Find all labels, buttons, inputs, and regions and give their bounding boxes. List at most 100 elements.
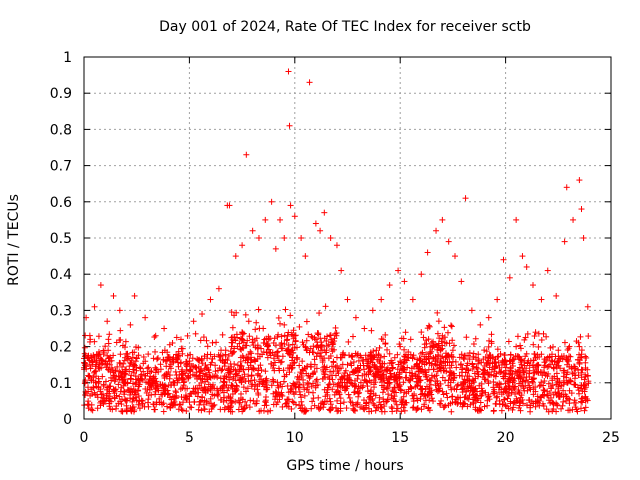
- data-point: [485, 314, 492, 321]
- data-point: [302, 253, 309, 260]
- data-point: [576, 177, 583, 184]
- data-point: [142, 314, 149, 321]
- data-point: [298, 235, 305, 241]
- data-point: [306, 79, 313, 86]
- data-point: [144, 365, 151, 372]
- data-point: [397, 343, 404, 350]
- data-point: [255, 235, 262, 241]
- data-point: [312, 220, 319, 227]
- data-point: [563, 184, 570, 191]
- data-point: [449, 347, 456, 354]
- data-point: [281, 235, 288, 241]
- data-point: [401, 278, 408, 285]
- data-point: [91, 303, 98, 310]
- dense-points-band: [81, 303, 592, 415]
- data-point: [285, 68, 292, 75]
- y-axis-label: ROTI / TECUs: [6, 194, 22, 286]
- y-tick-label: 0.1: [50, 376, 72, 392]
- data-point: [439, 216, 446, 223]
- data-point: [439, 332, 446, 339]
- data-point: [110, 292, 117, 299]
- data-point: [433, 227, 440, 234]
- data-point: [506, 274, 513, 281]
- data-point: [327, 235, 334, 241]
- data-point: [369, 307, 376, 314]
- data-point: [333, 242, 340, 249]
- x-axis-label: GPS time / hours: [286, 458, 403, 474]
- chart-title: Day 001 of 2024, Rate Of TEC Index for r…: [159, 19, 531, 35]
- y-tick-label: 0.2: [50, 340, 72, 356]
- data-point: [424, 249, 431, 256]
- data-point: [513, 343, 520, 350]
- data-point: [395, 267, 402, 274]
- y-tick-label: 0.7: [50, 159, 72, 175]
- data-point: [286, 122, 293, 129]
- data-point: [452, 253, 459, 260]
- data-point: [458, 278, 465, 285]
- data-point: [386, 350, 393, 357]
- data-point: [317, 227, 324, 234]
- data-point: [386, 282, 393, 289]
- data-point: [243, 151, 250, 158]
- data-point: [576, 343, 583, 350]
- data-point: [561, 238, 568, 245]
- data-point: [361, 325, 368, 332]
- data-point: [544, 267, 551, 274]
- data-point: [555, 347, 562, 354]
- data-point: [116, 307, 123, 314]
- data-point: [418, 329, 425, 336]
- y-tick-label: 0.6: [50, 195, 72, 211]
- data-point: [131, 292, 138, 299]
- data-point: [553, 292, 560, 299]
- data-point: [104, 318, 111, 325]
- data-point: [418, 271, 425, 278]
- data-point: [215, 285, 222, 292]
- x-tick-label: 5: [185, 430, 194, 446]
- data-point: [338, 267, 345, 274]
- data-point: [277, 216, 284, 223]
- data-point: [494, 296, 501, 303]
- data-point: [409, 296, 416, 303]
- data-point: [578, 206, 585, 213]
- data-point: [477, 321, 484, 328]
- data-point: [287, 202, 294, 209]
- data-point: [445, 238, 452, 245]
- y-tick-label: 0.8: [50, 122, 72, 138]
- x-tick-label: 15: [391, 430, 409, 446]
- data-point: [268, 198, 275, 205]
- data-point: [152, 332, 159, 339]
- data-point: [161, 325, 168, 332]
- data-point: [584, 303, 591, 310]
- data-point: [378, 296, 385, 303]
- data-point: [530, 282, 537, 289]
- y-tick-label: 1: [63, 50, 72, 66]
- y-tick-label: 0.4: [50, 267, 72, 283]
- axis-ticks: 0 5 10 15 20 25 0 0.1 0.2 0.3 0.4 0.5 0.6 0.7 0.8 0.9 1: [50, 50, 620, 446]
- data-point: [513, 216, 520, 223]
- plot-frame: [83, 56, 612, 420]
- data-point: [207, 296, 214, 303]
- data-points: [81, 68, 592, 415]
- data-point: [519, 253, 526, 260]
- data-point: [352, 314, 359, 321]
- x-tick-label: 10: [286, 430, 304, 446]
- data-point: [538, 296, 545, 303]
- y-tick-label: 0.9: [50, 86, 72, 102]
- data-point: [249, 227, 256, 234]
- data-point: [321, 209, 328, 216]
- data-point: [291, 213, 298, 220]
- data-point: [232, 253, 239, 260]
- y-tick-label: 0.3: [50, 303, 72, 319]
- data-point: [312, 336, 319, 343]
- data-point: [239, 242, 246, 249]
- data-point: [190, 318, 197, 325]
- data-point: [344, 296, 351, 303]
- x-tick-label: 25: [602, 430, 620, 446]
- data-point: [407, 336, 414, 343]
- data-point: [262, 216, 269, 223]
- data-point: [177, 336, 184, 343]
- data-point: [199, 311, 206, 318]
- y-tick-label: 0.5: [50, 231, 72, 247]
- x-tick-label: 20: [497, 430, 515, 446]
